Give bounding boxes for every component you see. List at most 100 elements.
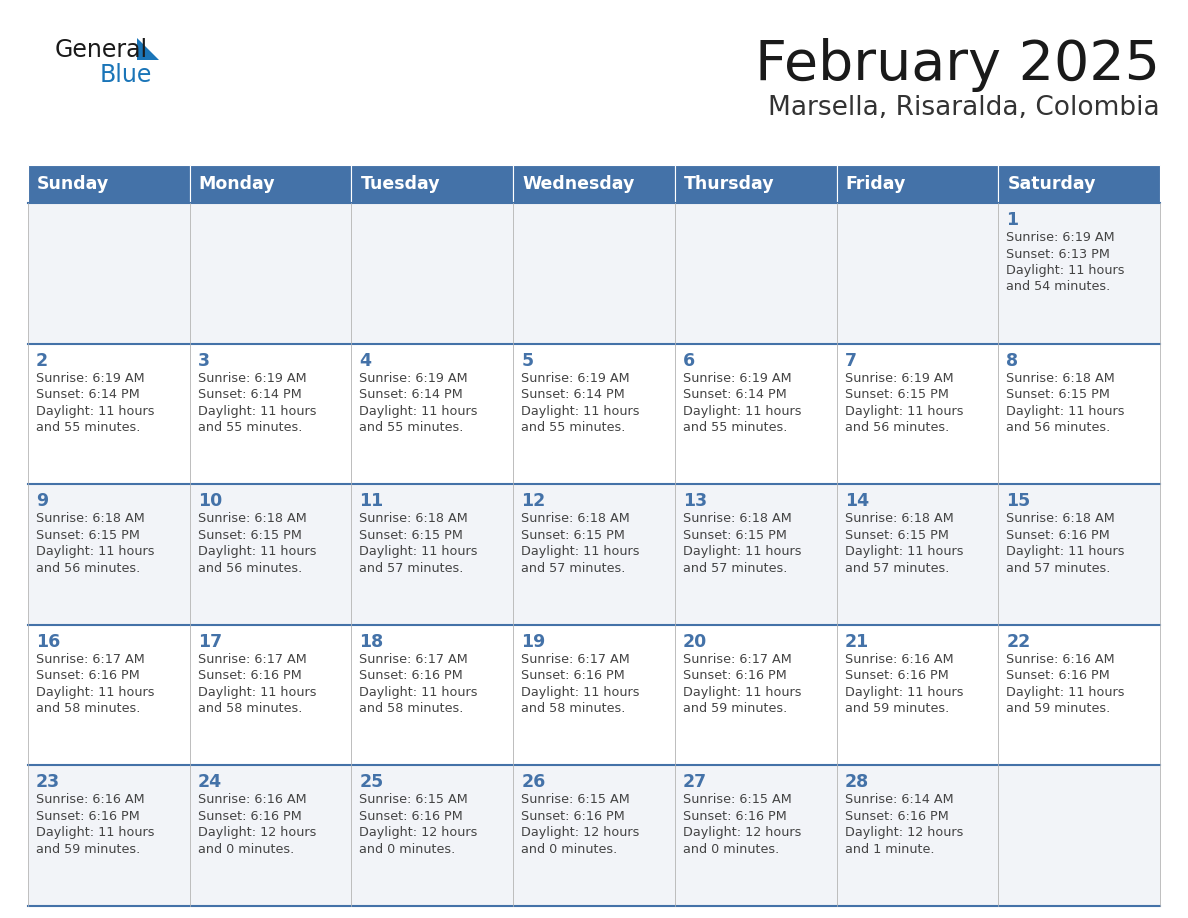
Text: Sunset: 6:16 PM: Sunset: 6:16 PM (36, 810, 140, 823)
Text: Sunrise: 6:16 AM: Sunrise: 6:16 AM (845, 653, 953, 666)
Text: 9: 9 (36, 492, 49, 510)
Text: and 1 minute.: and 1 minute. (845, 843, 934, 856)
Bar (513, 343, 675, 484)
Bar (190, 625, 352, 766)
Text: and 0 minutes.: and 0 minutes. (683, 843, 779, 856)
Bar (513, 625, 675, 766)
Text: and 0 minutes.: and 0 minutes. (360, 843, 456, 856)
Text: Sunset: 6:14 PM: Sunset: 6:14 PM (522, 388, 625, 401)
Text: Sunset: 6:15 PM: Sunset: 6:15 PM (522, 529, 625, 542)
Text: and 59 minutes.: and 59 minutes. (683, 702, 788, 715)
Bar (352, 625, 513, 766)
Text: 26: 26 (522, 773, 545, 791)
Polygon shape (137, 38, 159, 60)
Text: 19: 19 (522, 633, 545, 651)
Text: 11: 11 (360, 492, 384, 510)
Text: and 57 minutes.: and 57 minutes. (1006, 562, 1111, 575)
Text: and 0 minutes.: and 0 minutes. (522, 843, 618, 856)
Text: Sunrise: 6:19 AM: Sunrise: 6:19 AM (683, 372, 791, 385)
Text: 14: 14 (845, 492, 868, 510)
Text: 1: 1 (1006, 211, 1018, 229)
Text: and 55 minutes.: and 55 minutes. (197, 421, 302, 434)
Text: Daylight: 12 hours: Daylight: 12 hours (197, 826, 316, 839)
Bar (190, 343, 352, 484)
Text: Daylight: 11 hours: Daylight: 11 hours (36, 686, 154, 699)
Text: Sunset: 6:15 PM: Sunset: 6:15 PM (845, 529, 948, 542)
Text: Sunset: 6:16 PM: Sunset: 6:16 PM (360, 669, 463, 682)
Text: Daylight: 11 hours: Daylight: 11 hours (36, 826, 154, 839)
Text: 5: 5 (522, 352, 533, 370)
Text: Sunset: 6:15 PM: Sunset: 6:15 PM (360, 529, 463, 542)
Text: Sunrise: 6:18 AM: Sunrise: 6:18 AM (197, 512, 307, 525)
Text: Wednesday: Wednesday (523, 175, 634, 193)
Text: February 2025: February 2025 (756, 38, 1159, 92)
Text: and 59 minutes.: and 59 minutes. (36, 843, 140, 856)
Text: Sunset: 6:15 PM: Sunset: 6:15 PM (845, 388, 948, 401)
Text: and 55 minutes.: and 55 minutes. (36, 421, 140, 434)
Text: and 0 minutes.: and 0 minutes. (197, 843, 293, 856)
Text: Saturday: Saturday (1007, 175, 1095, 193)
Bar (836, 343, 998, 484)
Text: Daylight: 11 hours: Daylight: 11 hours (522, 405, 639, 418)
Text: Friday: Friday (846, 175, 906, 193)
Text: Sunrise: 6:19 AM: Sunrise: 6:19 AM (522, 372, 630, 385)
Bar (836, 625, 998, 766)
Text: Daylight: 11 hours: Daylight: 11 hours (36, 545, 154, 558)
Bar (998, 766, 1159, 906)
Text: and 56 minutes.: and 56 minutes. (845, 421, 949, 434)
Bar (998, 343, 1159, 484)
Text: Sunrise: 6:18 AM: Sunrise: 6:18 AM (522, 512, 630, 525)
Text: Sunrise: 6:17 AM: Sunrise: 6:17 AM (360, 653, 468, 666)
Bar (190, 766, 352, 906)
Text: and 57 minutes.: and 57 minutes. (683, 562, 788, 575)
Text: Daylight: 11 hours: Daylight: 11 hours (845, 545, 963, 558)
Bar (836, 165, 998, 203)
Text: 20: 20 (683, 633, 707, 651)
Text: 4: 4 (360, 352, 372, 370)
Text: Monday: Monday (198, 175, 276, 193)
Bar (675, 625, 836, 766)
Bar (352, 343, 513, 484)
Text: Sunrise: 6:18 AM: Sunrise: 6:18 AM (360, 512, 468, 525)
Bar (352, 484, 513, 625)
Text: Daylight: 11 hours: Daylight: 11 hours (1006, 686, 1125, 699)
Text: Sunrise: 6:14 AM: Sunrise: 6:14 AM (845, 793, 953, 806)
Text: and 57 minutes.: and 57 minutes. (360, 562, 463, 575)
Text: Sunset: 6:16 PM: Sunset: 6:16 PM (1006, 529, 1110, 542)
Bar (352, 766, 513, 906)
Text: Daylight: 12 hours: Daylight: 12 hours (683, 826, 801, 839)
Bar (836, 484, 998, 625)
Text: 28: 28 (845, 773, 868, 791)
Text: Daylight: 11 hours: Daylight: 11 hours (1006, 545, 1125, 558)
Text: Sunset: 6:15 PM: Sunset: 6:15 PM (683, 529, 786, 542)
Bar (675, 484, 836, 625)
Text: and 58 minutes.: and 58 minutes. (360, 702, 463, 715)
Text: Daylight: 12 hours: Daylight: 12 hours (522, 826, 639, 839)
Text: and 58 minutes.: and 58 minutes. (522, 702, 626, 715)
Text: Sunset: 6:16 PM: Sunset: 6:16 PM (360, 810, 463, 823)
Text: Sunset: 6:13 PM: Sunset: 6:13 PM (1006, 248, 1110, 261)
Text: Sunrise: 6:19 AM: Sunrise: 6:19 AM (360, 372, 468, 385)
Text: 2: 2 (36, 352, 49, 370)
Text: and 56 minutes.: and 56 minutes. (36, 562, 140, 575)
Text: Sunrise: 6:15 AM: Sunrise: 6:15 AM (360, 793, 468, 806)
Bar (29, 343, 190, 484)
Text: 25: 25 (360, 773, 384, 791)
Text: 13: 13 (683, 492, 707, 510)
Text: Thursday: Thursday (684, 175, 775, 193)
Text: and 55 minutes.: and 55 minutes. (360, 421, 463, 434)
Text: and 59 minutes.: and 59 minutes. (845, 702, 949, 715)
Text: Daylight: 11 hours: Daylight: 11 hours (197, 686, 316, 699)
Text: Sunset: 6:16 PM: Sunset: 6:16 PM (683, 810, 786, 823)
Text: 12: 12 (522, 492, 545, 510)
Bar (29, 625, 190, 766)
Text: Daylight: 11 hours: Daylight: 11 hours (1006, 264, 1125, 277)
Text: Sunrise: 6:17 AM: Sunrise: 6:17 AM (197, 653, 307, 666)
Bar (836, 203, 998, 343)
Text: 18: 18 (360, 633, 384, 651)
Bar (675, 766, 836, 906)
Text: Sunset: 6:14 PM: Sunset: 6:14 PM (36, 388, 140, 401)
Text: Daylight: 11 hours: Daylight: 11 hours (1006, 405, 1125, 418)
Bar (675, 165, 836, 203)
Text: Sunset: 6:16 PM: Sunset: 6:16 PM (36, 669, 140, 682)
